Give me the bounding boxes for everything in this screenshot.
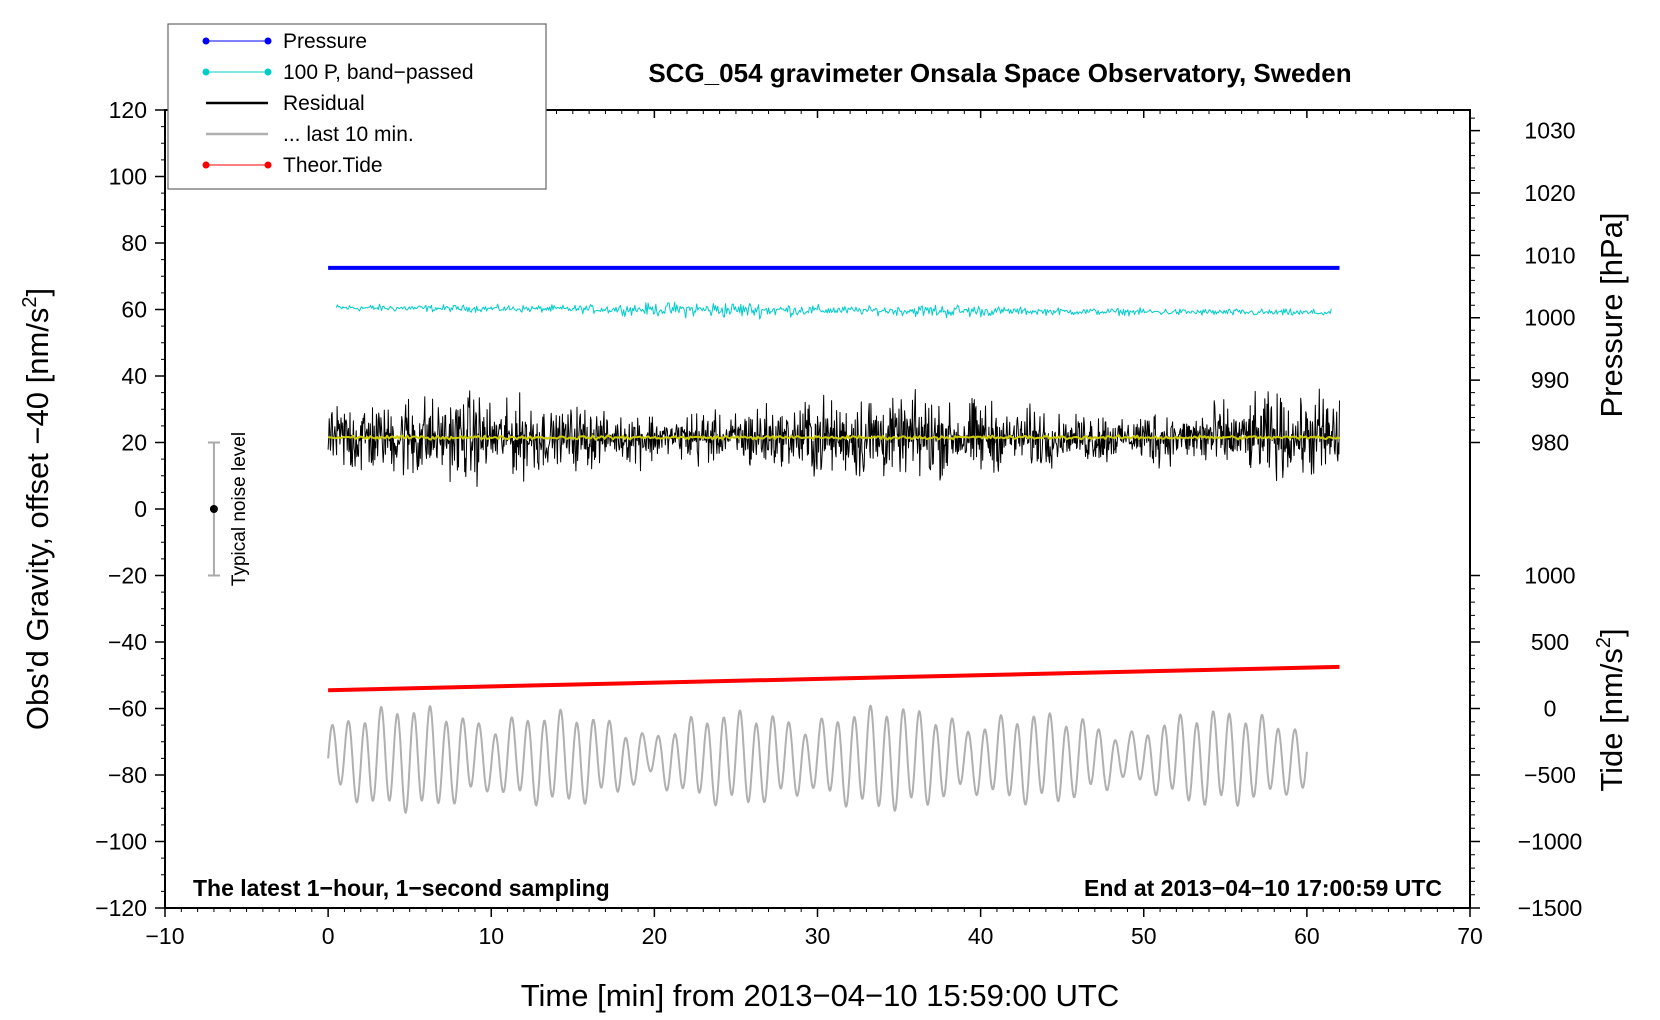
x-tick-label: 50 [1131,923,1157,949]
legend: Pressure 100 P, band−passed Residual ... la… [167,23,547,190]
y-tick-label: 20 [121,430,147,456]
tide-tick-label: 500 [1531,629,1569,655]
minor-ticks [161,109,1471,912]
y-tick-label: 120 [109,97,147,123]
y-tick-label: −40 [108,629,147,655]
legend-label: ... last 10 min. [283,123,414,146]
series-100-p-band-passed [335,301,1332,320]
series-last-10-min [327,704,1308,814]
x-tick-label: 70 [1457,923,1483,949]
tide-tick-label: 0 [1544,696,1557,722]
y-tick-label: 100 [109,164,147,190]
pressure-tick-label: 980 [1531,430,1569,456]
legend-swatch-dot [202,37,210,45]
tide-minor-ticks [1470,575,1475,909]
x-tick-label: 10 [478,923,504,949]
tide-tick-label: −1500 [1518,895,1583,921]
pressure-minor-ticks [1470,117,1475,443]
y-tick-label: 40 [121,363,147,389]
y-tick-label: −20 [108,563,147,589]
x-tick-label: 20 [642,923,668,949]
legend-label: Theor.Tide [283,154,383,177]
legend-label: Pressure [283,30,367,53]
tide-tick-label: −1000 [1518,829,1583,855]
y-tick-label: 80 [121,230,147,256]
chart-title: SCG_054 gravimeter Onsala Space Observat… [648,58,1351,88]
y-tick-label: −60 [108,696,147,722]
pressure-tick-label: 1020 [1524,180,1575,206]
y-tick-label: −80 [108,762,147,788]
legend-swatch-dot [264,161,272,169]
pressure-tick-label: 990 [1531,367,1569,393]
pressure-tick-label: 1030 [1524,118,1575,144]
series-residual-smoothed [327,434,1341,441]
series-residual [327,388,1340,487]
legend-swatch-dot [202,161,210,169]
legend-label: Residual [283,92,365,115]
x-tick-label: −10 [145,923,184,949]
noise-level-label: Typical noise level [229,432,250,586]
plot-frame [164,109,1471,909]
tide-tick-label: −500 [1524,762,1576,788]
legend-label: 100 P, band−passed [283,61,474,84]
y-tick-label: −120 [95,895,147,921]
y-tick-label: 0 [134,496,147,522]
end-time-annotation: End at 2013−04−10 17:00:59 UTC [1084,875,1442,901]
x-tick-label: 30 [805,923,831,949]
noise-level-indicator: Typical noise level [207,432,250,586]
ticks-group: −10 0 10 20 30 40 50 60 70−120−100−80−60−40−2002… [95,97,1582,949]
axes-frame-group [164,109,1471,909]
y-axis-label: Obs'd Gravity, offset −40 [nm/s2] [19,288,55,730]
x-tick-label: 40 [968,923,994,949]
y-tick-label: −100 [95,829,147,855]
sampling-annotation: The latest 1−hour, 1−second sampling [193,875,610,901]
pressure-axis-label: Pressure [hPa] [1594,212,1629,417]
legend-swatch-dot [264,68,272,76]
pressure-tick-label: 1010 [1524,242,1575,268]
pressure-tick-label: 1000 [1524,305,1575,331]
tide-axis-label: Tide [nm/s2] [1593,628,1629,791]
legend-swatch-dot [202,68,210,76]
y-tick-label: 60 [121,297,147,323]
series-theor-tide [328,664,1340,693]
tide-tick-label: 1000 [1524,563,1575,589]
x-axis-label: Time [min] from 2013−04−10 15:59:00 UTC [521,978,1120,1013]
x-tick-label: 0 [322,923,335,949]
legend-swatch-dot [264,37,272,45]
series-group [327,265,1341,814]
legend-box [167,23,547,190]
x-tick-label: 60 [1294,923,1320,949]
noise-bar-center-dot [209,505,218,513]
